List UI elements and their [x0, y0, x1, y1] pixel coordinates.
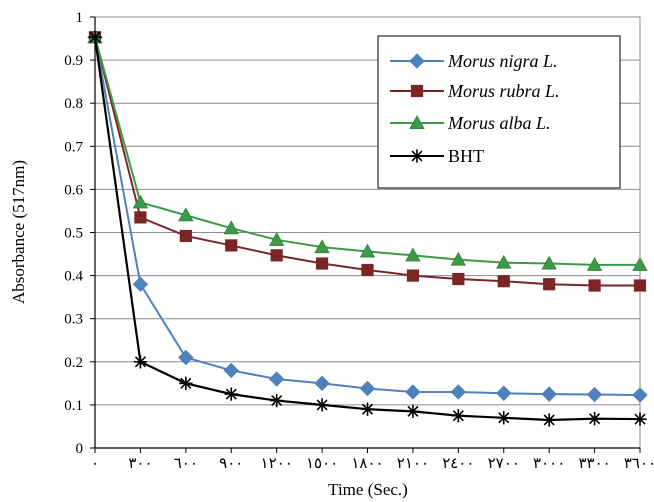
y-tick-label: 0 [76, 441, 84, 457]
y-axis-ticks: 0 0.1 0.2 0.3 0.4 0.5 0.6 0.7 0.8 0.9 1 [64, 10, 95, 457]
data-point [361, 263, 374, 277]
y-tick-label: 0.6 [64, 182, 83, 198]
data-point [178, 207, 194, 222]
x-tick-label: ١٨٠٠ [351, 456, 383, 472]
data-point [541, 386, 557, 402]
data-point [223, 220, 239, 235]
data-point [268, 232, 285, 246]
y-tick-label: 0.9 [64, 53, 83, 69]
x-tick-label: ٦٠٠ [174, 456, 198, 472]
legend: Morus nigra L. Morus rubra L. Morus alba L… [377, 35, 621, 189]
series-bht [88, 30, 647, 427]
data-point [132, 276, 149, 292]
y-tick-label: 0.2 [64, 355, 83, 371]
data-point [587, 412, 602, 426]
data-point [633, 412, 647, 426]
legend-entry: Morus nigra L. [390, 51, 558, 71]
data-point [451, 409, 465, 423]
legend-entry: BHT [390, 146, 484, 166]
data-point [315, 257, 329, 270]
data-point [450, 384, 467, 400]
data-point [315, 398, 329, 412]
x-tick-label: ٣٣٠٠ [578, 456, 610, 472]
data-point [225, 239, 238, 252]
data-point [632, 257, 648, 271]
data-point [359, 243, 376, 258]
data-point [588, 279, 601, 292]
data-point [314, 375, 330, 392]
y-tick-label: 0.4 [64, 269, 83, 285]
data-point [360, 402, 375, 416]
data-point [405, 247, 421, 262]
x-tick-label: ٢١٠٠ [397, 456, 429, 472]
data-point [268, 371, 285, 387]
x-axis-label: Time (Sec.) [328, 480, 408, 499]
data-point [633, 279, 647, 292]
legend-label: Morus rubra L. [447, 81, 560, 101]
x-tick-label: ٣٠٠٠ [533, 456, 565, 472]
data-point [179, 376, 193, 390]
data-point [450, 251, 467, 266]
data-point [314, 239, 330, 254]
x-tick-label: ٢٧٠٠ [488, 456, 520, 472]
data-point [270, 393, 284, 408]
y-tick-label: 0.7 [64, 139, 83, 155]
data-point [497, 411, 511, 425]
x-tick-label: ١٢٠٠ [261, 456, 293, 472]
legend-label: BHT [448, 146, 484, 166]
data-point [406, 269, 420, 282]
data-point [632, 387, 648, 403]
legend-marker [409, 53, 425, 69]
y-tick-label: 0.3 [64, 312, 83, 328]
x-tick-label: ٣٦٠٠ [624, 456, 654, 472]
y-tick-label: 0.1 [64, 398, 83, 414]
legend-entry: Morus alba L. [390, 113, 551, 133]
data-point [270, 249, 283, 262]
data-point [452, 272, 465, 286]
data-point [179, 229, 192, 243]
legend-marker [410, 84, 424, 98]
data-point [542, 413, 556, 427]
data-point [543, 278, 556, 291]
legend-marker [410, 149, 424, 163]
data-point [359, 380, 376, 397]
y-tick-label: 1 [76, 10, 84, 26]
data-point [406, 404, 420, 419]
data-point [132, 194, 149, 209]
legend-label: Morus nigra L. [447, 51, 558, 71]
y-tick-label: 0.5 [64, 226, 83, 242]
data-point [88, 30, 102, 44]
x-axis-ticks: ٠ ٣٠٠ ٦٠٠ ٩٠٠ ١٢٠٠ ١٥٠٠ ١٨٠٠ ٢١٠٠ ٢٤٠٠ ٢٧٠٠ ٣٠٠٠ ٣٣… [91, 448, 654, 472]
x-tick-label: ٣٠٠ [128, 456, 152, 472]
y-tick-label: 0.8 [64, 96, 83, 112]
data-point [223, 362, 239, 379]
data-point [224, 387, 238, 401]
data-point [586, 257, 603, 271]
data-point [133, 355, 148, 369]
data-point [541, 255, 557, 270]
legend-label: Morus alba L. [447, 113, 551, 133]
x-tick-label: ٢٤٠٠ [442, 456, 474, 472]
x-tick-label: ١٥٠٠ [306, 456, 338, 472]
y-axis-label: Absorbance (517nm) [9, 160, 28, 304]
data-point [134, 211, 147, 224]
data-point [497, 275, 510, 288]
data-point [178, 349, 194, 366]
data-point [496, 385, 512, 401]
x-tick-label: ٠ [91, 456, 99, 472]
data-point [586, 386, 603, 403]
legend-marker [409, 115, 425, 130]
x-tick-label: ٩٠٠ [219, 456, 243, 472]
series-group [87, 29, 648, 427]
data-point [496, 254, 512, 269]
legend-entry: Morus rubra L. [390, 81, 560, 101]
data-point [405, 384, 421, 400]
series-morus-nigra-l [87, 29, 648, 403]
